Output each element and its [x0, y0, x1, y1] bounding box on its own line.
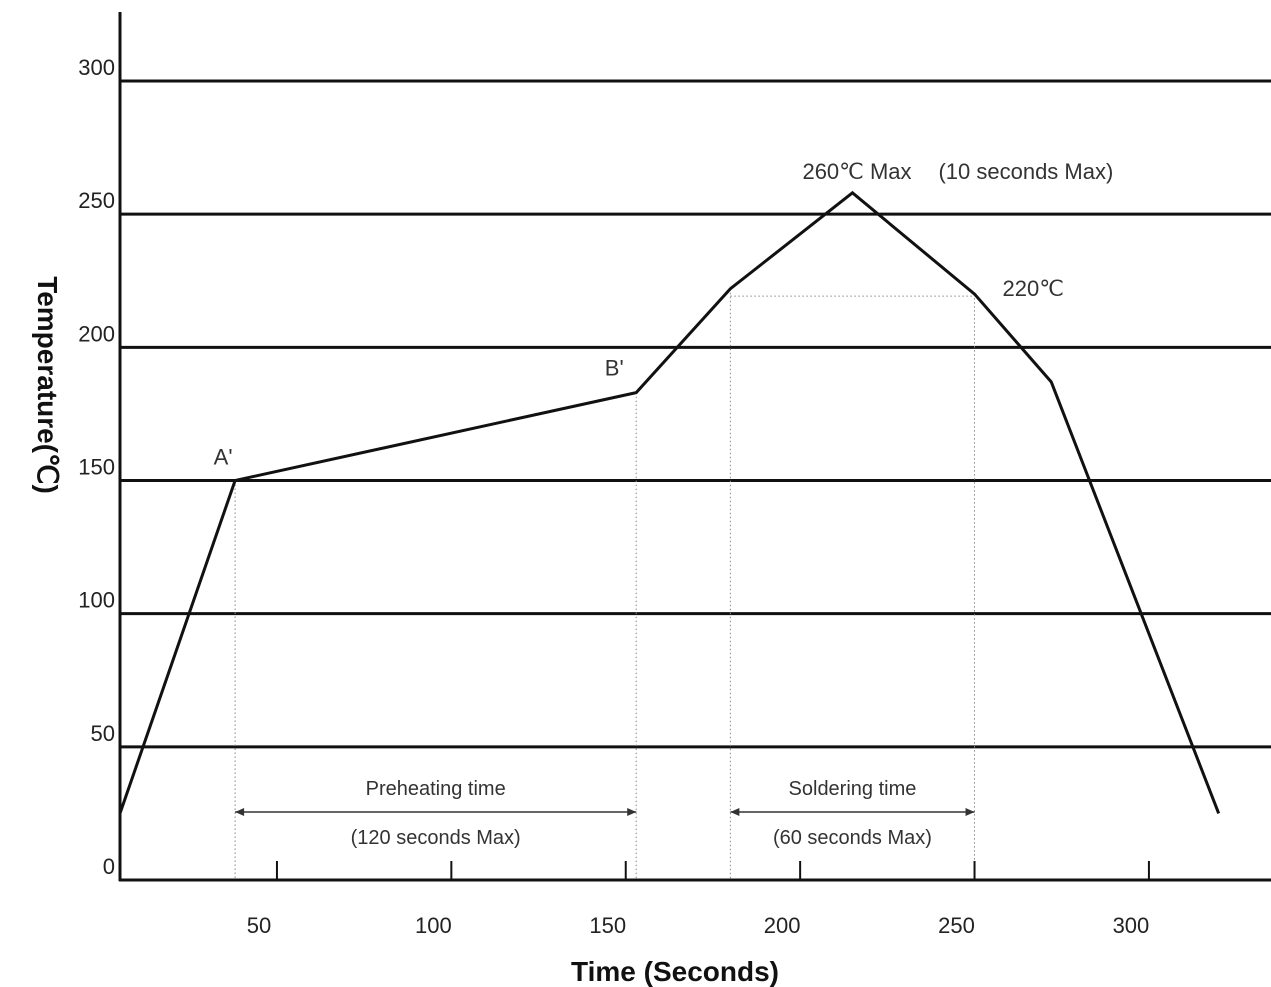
x-tick-label: 250	[938, 913, 975, 938]
interval-sublabel: (120 seconds Max)	[351, 827, 521, 849]
labels: 0 50 100 150 200 250 300 50 100 150 200 250 300 Prehe…	[78, 55, 1149, 938]
x-axis-title: Time (Seconds)	[571, 956, 779, 987]
guide-lines	[234, 288, 976, 880]
y-tick-label: 250	[78, 188, 115, 213]
y-tick-label: 150	[78, 455, 115, 480]
interval-arrow	[730, 808, 975, 816]
interval-arrow-head-left	[235, 808, 245, 816]
y-tick-label: 50	[91, 721, 115, 746]
point-label: B'	[605, 356, 624, 381]
y-tick-label: 100	[78, 588, 115, 613]
y-axis-title: Temperature(℃)	[32, 276, 63, 494]
y-tick-label: 200	[78, 321, 115, 346]
interval-label: Preheating time	[366, 778, 506, 800]
axes	[118, 12, 1271, 882]
interval-arrow-head-right	[965, 808, 975, 816]
y-tick-label: 300	[78, 55, 115, 80]
x-tick-label: 100	[415, 913, 452, 938]
x-tick-label: 150	[589, 913, 626, 938]
x-tick-label: 200	[764, 913, 801, 938]
point-label: 220℃	[1003, 276, 1064, 301]
interval-arrow-head-right	[627, 808, 637, 816]
interval-sublabel: (60 seconds Max)	[773, 827, 932, 849]
grid-lines	[120, 79, 1271, 749]
point-label: A'	[214, 445, 233, 470]
y-tick-label: 0	[103, 854, 115, 879]
point-label: (10 seconds Max)	[938, 159, 1113, 184]
temperature-profile-line	[118, 190, 1221, 814]
point-label: 260℃ Max	[802, 159, 911, 184]
x-tick-label: 300	[1113, 913, 1150, 938]
series-layer	[118, 190, 1221, 814]
interval-arrow-head-left	[730, 808, 740, 816]
interval-label: Soldering time	[789, 778, 917, 800]
interval-arrow	[235, 808, 637, 816]
x-tick-label: 50	[247, 913, 271, 938]
